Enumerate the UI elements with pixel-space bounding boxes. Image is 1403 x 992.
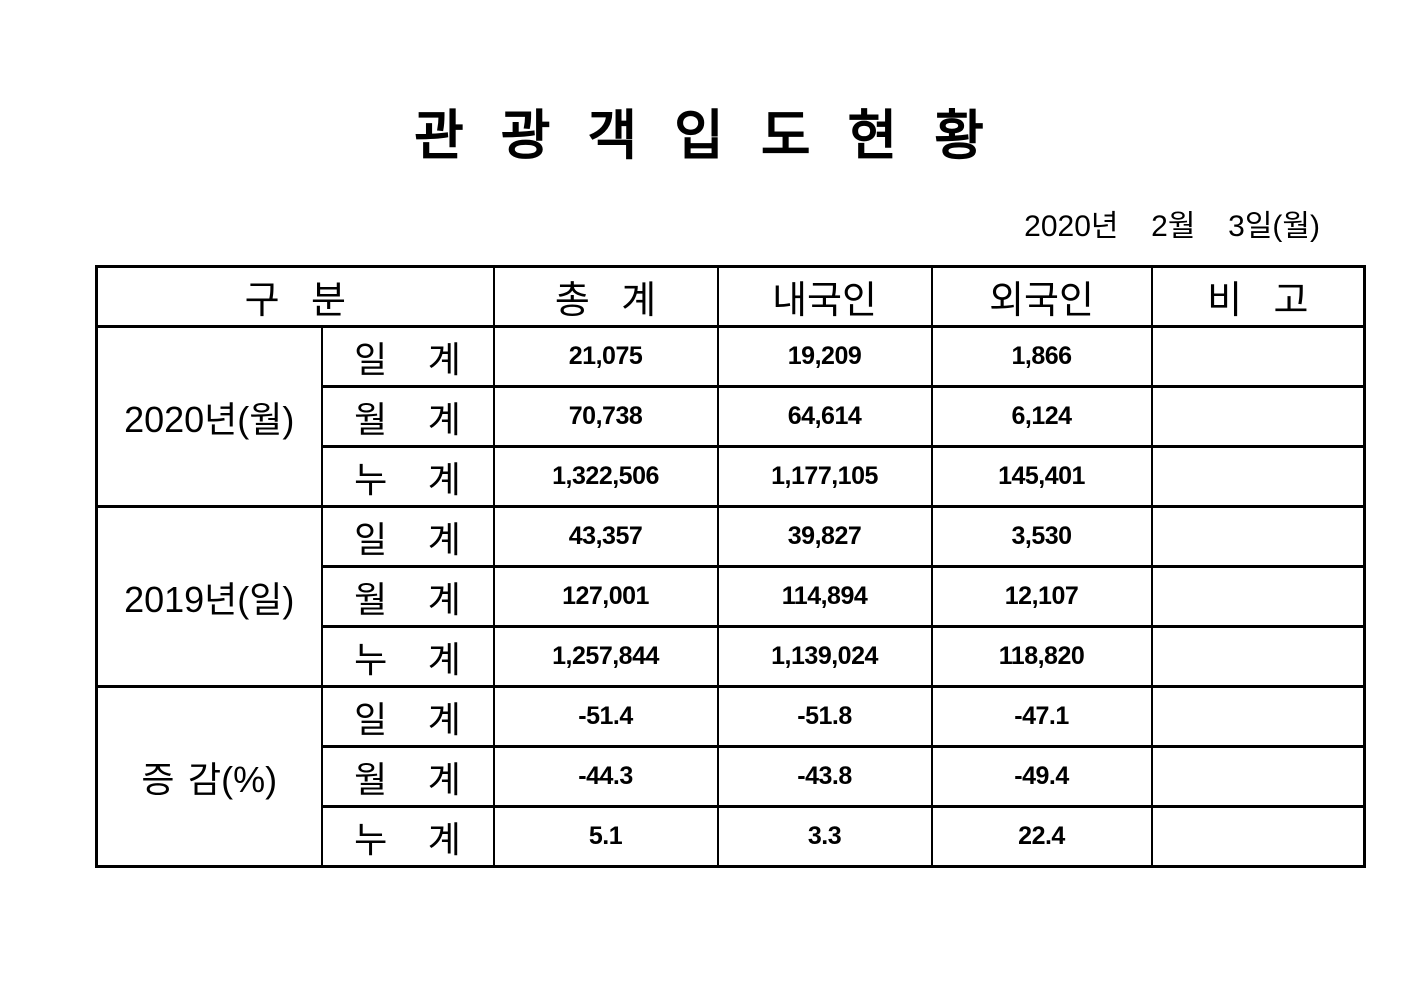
note-cell [1150, 625, 1366, 688]
header-total: 총 계 [492, 265, 719, 328]
row-label: 일 계 [320, 685, 495, 748]
table-row: 누 계 1,257,844 1,139,024 118,820 [97, 625, 1366, 688]
value-cell: -43.8 [716, 745, 933, 808]
note-cell [1150, 565, 1366, 628]
value-cell: 1,139,024 [716, 625, 933, 688]
value-cell: -49.4 [930, 745, 1153, 808]
table-header-row: 구 분 총 계 내국인 외국인 비 고 [95, 265, 1366, 328]
value-cell: -51.8 [716, 685, 933, 748]
group-label-change: 증 감(%) [95, 685, 323, 868]
group-label-2019: 2019년(일) [95, 505, 323, 688]
note-cell [1150, 505, 1366, 568]
table-row: 월 계 -44.3 -43.8 -49.4 [97, 745, 1366, 808]
value-cell: 64,614 [716, 385, 933, 448]
table-row: 증 감(%) 일 계 -51.4 -51.8 -47.1 [95, 685, 1366, 868]
value-cell: 19,209 [716, 325, 933, 388]
value-cell: 3.3 [716, 805, 933, 868]
row-label: 누 계 [320, 445, 495, 508]
value-cell: 1,866 [930, 325, 1153, 388]
value-cell: 1,322,506 [492, 445, 719, 508]
row-label: 월 계 [320, 385, 495, 448]
value-cell: 39,827 [716, 505, 933, 568]
date-label: 2020년 2월 3일(월) [1024, 210, 1320, 243]
header-category: 구 분 [95, 265, 495, 328]
value-cell: 43,357 [492, 505, 719, 568]
table-row: 2020년(월) 일 계 21,075 19,209 1,866 [95, 325, 1366, 508]
group-label-2020: 2020년(월) [95, 325, 323, 508]
row-label: 월 계 [320, 565, 495, 628]
header-foreign: 외국인 [930, 265, 1153, 328]
table-row: 2019년(일) 일 계 43,357 39,827 3,530 [95, 505, 1366, 688]
note-cell [1150, 325, 1366, 388]
row-label: 월 계 [320, 745, 495, 808]
table-row: 월 계 127,001 114,894 12,107 [97, 565, 1366, 628]
value-cell: 12,107 [930, 565, 1153, 628]
value-cell: 5.1 [492, 805, 719, 868]
table-row: 누 계 5.1 3.3 22.4 [97, 805, 1366, 868]
table-row: 월 계 70,738 64,614 6,124 [97, 385, 1366, 448]
value-cell: 21,075 [492, 325, 719, 388]
value-cell: 70,738 [492, 385, 719, 448]
note-cell [1150, 805, 1366, 868]
note-cell [1150, 385, 1366, 448]
header-domestic: 내국인 [716, 265, 933, 328]
note-cell [1150, 685, 1366, 748]
note-cell [1150, 445, 1366, 508]
value-cell: 118,820 [930, 625, 1153, 688]
value-cell: 1,257,844 [492, 625, 719, 688]
tourist-arrival-table: 구 분 총 계 내국인 외국인 비 고 2020년(월) 일 계 21,075 … [95, 265, 1367, 868]
value-cell: -51.4 [492, 685, 719, 748]
value-cell: 145,401 [930, 445, 1153, 508]
value-cell: 22.4 [930, 805, 1153, 868]
table-row: 누 계 1,322,506 1,177,105 145,401 [97, 445, 1366, 508]
page-title: 관 광 객 입 도 현 황 [414, 106, 989, 166]
row-label: 누 계 [320, 805, 495, 868]
value-cell: 1,177,105 [716, 445, 933, 508]
value-cell: 3,530 [930, 505, 1153, 568]
row-label: 일 계 [320, 325, 495, 388]
note-cell [1150, 745, 1366, 808]
row-label: 일 계 [320, 505, 495, 568]
value-cell: -47.1 [930, 685, 1153, 748]
row-label: 누 계 [320, 625, 495, 688]
value-cell: 6,124 [930, 385, 1153, 448]
value-cell: -44.3 [492, 745, 719, 808]
value-cell: 114,894 [716, 565, 933, 628]
value-cell: 127,001 [492, 565, 719, 628]
header-note: 비 고 [1150, 265, 1366, 328]
